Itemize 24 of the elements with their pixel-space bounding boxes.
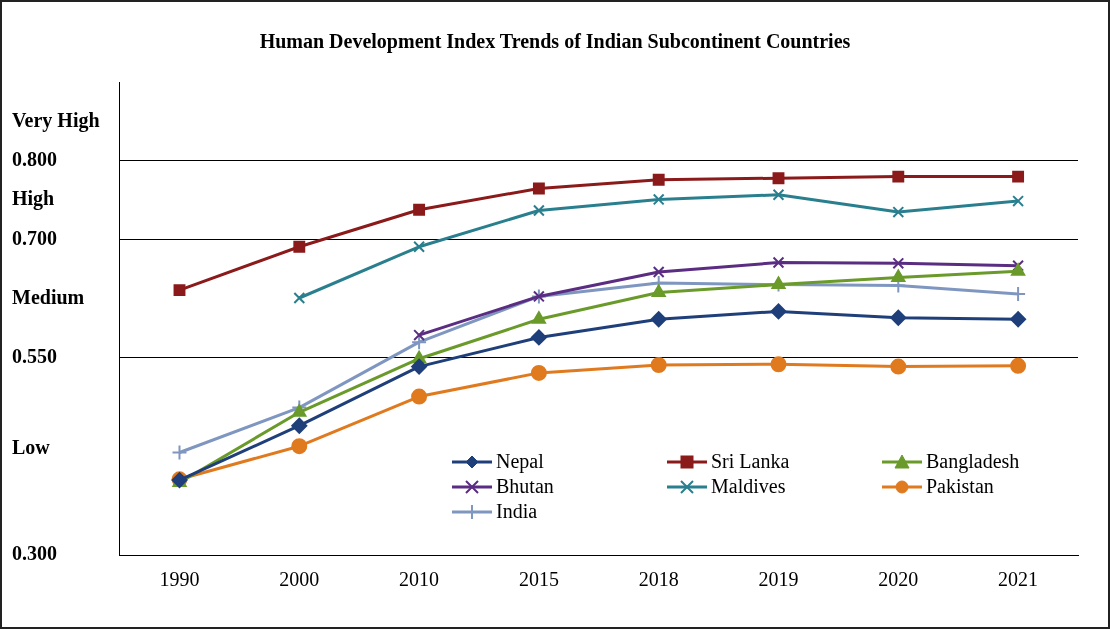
x-tick-label: 2000 — [279, 568, 320, 591]
x-tick-label: 2010 — [399, 568, 440, 591]
x-tick-label: 1990 — [159, 568, 200, 591]
y-tick-label: 0.550 — [12, 345, 57, 368]
x-tick-label: 2015 — [518, 568, 559, 591]
x-tick-label: 2019 — [758, 568, 799, 591]
x-tick-label: 2018 — [638, 568, 679, 591]
legend-label: Pakistan — [926, 475, 994, 498]
legend-label: Nepal — [496, 450, 544, 473]
y-tick-label: Medium — [12, 285, 85, 308]
legend-label: Maldives — [711, 475, 786, 498]
y-tick-label: 0.700 — [12, 226, 57, 249]
y-tick-label: 0.300 — [12, 542, 57, 565]
y-tick-label: High — [12, 187, 55, 211]
legend-label: Sri Lanka — [711, 450, 790, 473]
x-tick-label: 2021 — [998, 568, 1039, 591]
x-tick-label: 2020 — [878, 568, 919, 591]
legend-label: Bangladesh — [926, 450, 1020, 473]
chart-title: Human Development Index Trends of Indian Subcontinent Countries — [258, 30, 852, 53]
y-tick-label: Very High — [12, 108, 100, 132]
y-tick-label: Low — [12, 435, 51, 458]
y-tick-label: 0.800 — [12, 148, 57, 171]
legend-label: Bhutan — [496, 475, 554, 498]
legend-label: India — [496, 500, 538, 523]
